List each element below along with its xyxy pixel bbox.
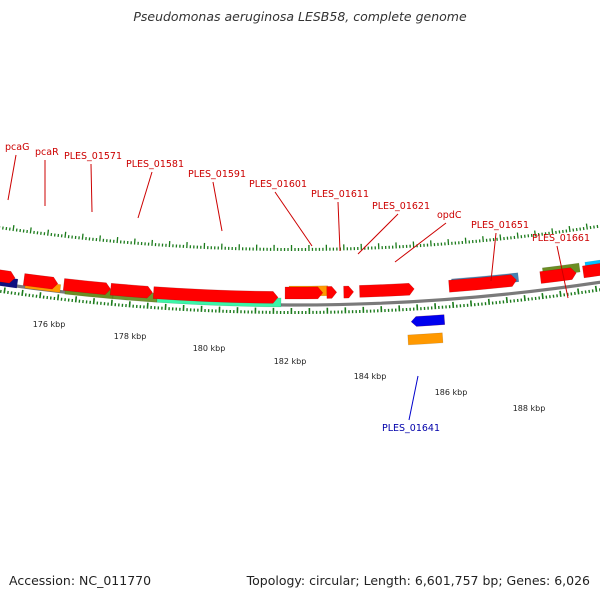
gene-label-PLES_01601: PLES_01601 (249, 179, 307, 190)
leader-line (394, 222, 447, 263)
outer-tick (594, 285, 598, 292)
cds-arrow (22, 273, 59, 290)
outer-tick (559, 290, 562, 297)
axis-tick-label: 184 kbp (354, 372, 387, 381)
outer-tick (56, 294, 60, 301)
ruler-tick (64, 231, 67, 238)
leader-line (357, 213, 399, 255)
map-title: Pseudomonas aeruginosa LESB58, complete … (133, 9, 467, 24)
ruler-ticks (0, 223, 599, 251)
ruler-tick (516, 232, 519, 239)
gene-label-PLES_01641: PLES_01641 (382, 423, 440, 434)
leader-line (212, 181, 223, 232)
cds-arrow (343, 285, 354, 299)
leader-line (490, 232, 497, 282)
ruler-tick (47, 229, 50, 236)
cds-arrow (62, 278, 111, 295)
axis-tick-label: 180 kbp (193, 344, 226, 353)
gene-labels: pcaG pcaR PLES_01571PLES_01581PLES_01591PL… (5, 142, 590, 434)
axis-tick-label: 188 kbp (513, 404, 546, 413)
feature-PLES_01641 (407, 332, 444, 346)
cds-arrow (109, 282, 153, 299)
ruler-tick (81, 233, 84, 240)
cds-arrow (0, 269, 16, 284)
leader-line (556, 245, 569, 299)
ruler-tick (551, 228, 554, 235)
outer-tick (541, 292, 544, 300)
outer-tick (74, 296, 78, 303)
outer-tick (39, 292, 42, 299)
axis-tick-label: 182 kbp (274, 357, 307, 366)
outer-tick (110, 299, 113, 306)
leader-line (337, 201, 341, 252)
outer-tick (505, 297, 508, 304)
gene-label-PLES_01621: PLES_01621 (372, 201, 430, 212)
ruler-tick (585, 223, 588, 230)
cds-arrow (448, 274, 517, 293)
accession-text: Accession: NC_011770 (9, 573, 152, 588)
ruler-tick (29, 227, 32, 234)
gene-label-PLES_01571: PLES_01571 (64, 151, 122, 162)
gene-label-PLES_01651: PLES_01651 (471, 220, 529, 231)
outer-tick-ring (0, 285, 600, 314)
ruler-tick (534, 230, 537, 237)
ruler-tick (464, 237, 467, 244)
cds-arrow (152, 286, 279, 304)
genome-summary-text: Topology: circular; Length: 6,601,757 bp… (246, 573, 590, 588)
gene-label-PLES_01581: PLES_01581 (126, 159, 184, 170)
gene-label-pcaR: pcaR (35, 147, 59, 158)
leader-line (137, 171, 153, 219)
leader-line (408, 375, 419, 421)
axis-tick-label: 176 kbp (33, 320, 66, 329)
leader-line (7, 154, 17, 201)
gene-label-pcaG: pcaG (5, 142, 29, 153)
gene-label-PLES_01611: PLES_01611 (311, 189, 369, 200)
ruler-tick (12, 225, 15, 232)
outer-tick (523, 295, 526, 302)
gene-label-PLES_01661: PLES_01661 (532, 233, 590, 244)
ruler-tick (499, 234, 502, 241)
outer-tick (92, 298, 95, 305)
feature-PLES_01641-cds (410, 314, 446, 327)
cds-arrow (539, 267, 577, 284)
cds-arrow (359, 282, 415, 298)
axis-tick-label: 178 kbp (114, 332, 147, 341)
outer-tick (3, 287, 6, 294)
axis-tick-label: 186 kbp (435, 388, 468, 397)
leader-line (90, 163, 93, 213)
ruler-tick (482, 236, 484, 243)
cds-arrow (582, 263, 600, 279)
cds-arrow (284, 286, 324, 300)
outer-tick (469, 300, 473, 307)
cds-arrow (326, 286, 338, 299)
outer-tick (487, 298, 491, 305)
ruler-tick (116, 237, 119, 244)
leader-line (274, 191, 313, 247)
ruler-tick (568, 225, 571, 233)
ruler-tick (99, 235, 101, 242)
outer-tick (577, 288, 580, 295)
gene-label-opdC: opdC (437, 210, 462, 221)
gene-label-PLES_01591: PLES_01591 (188, 169, 246, 180)
outer-tick (21, 289, 24, 296)
